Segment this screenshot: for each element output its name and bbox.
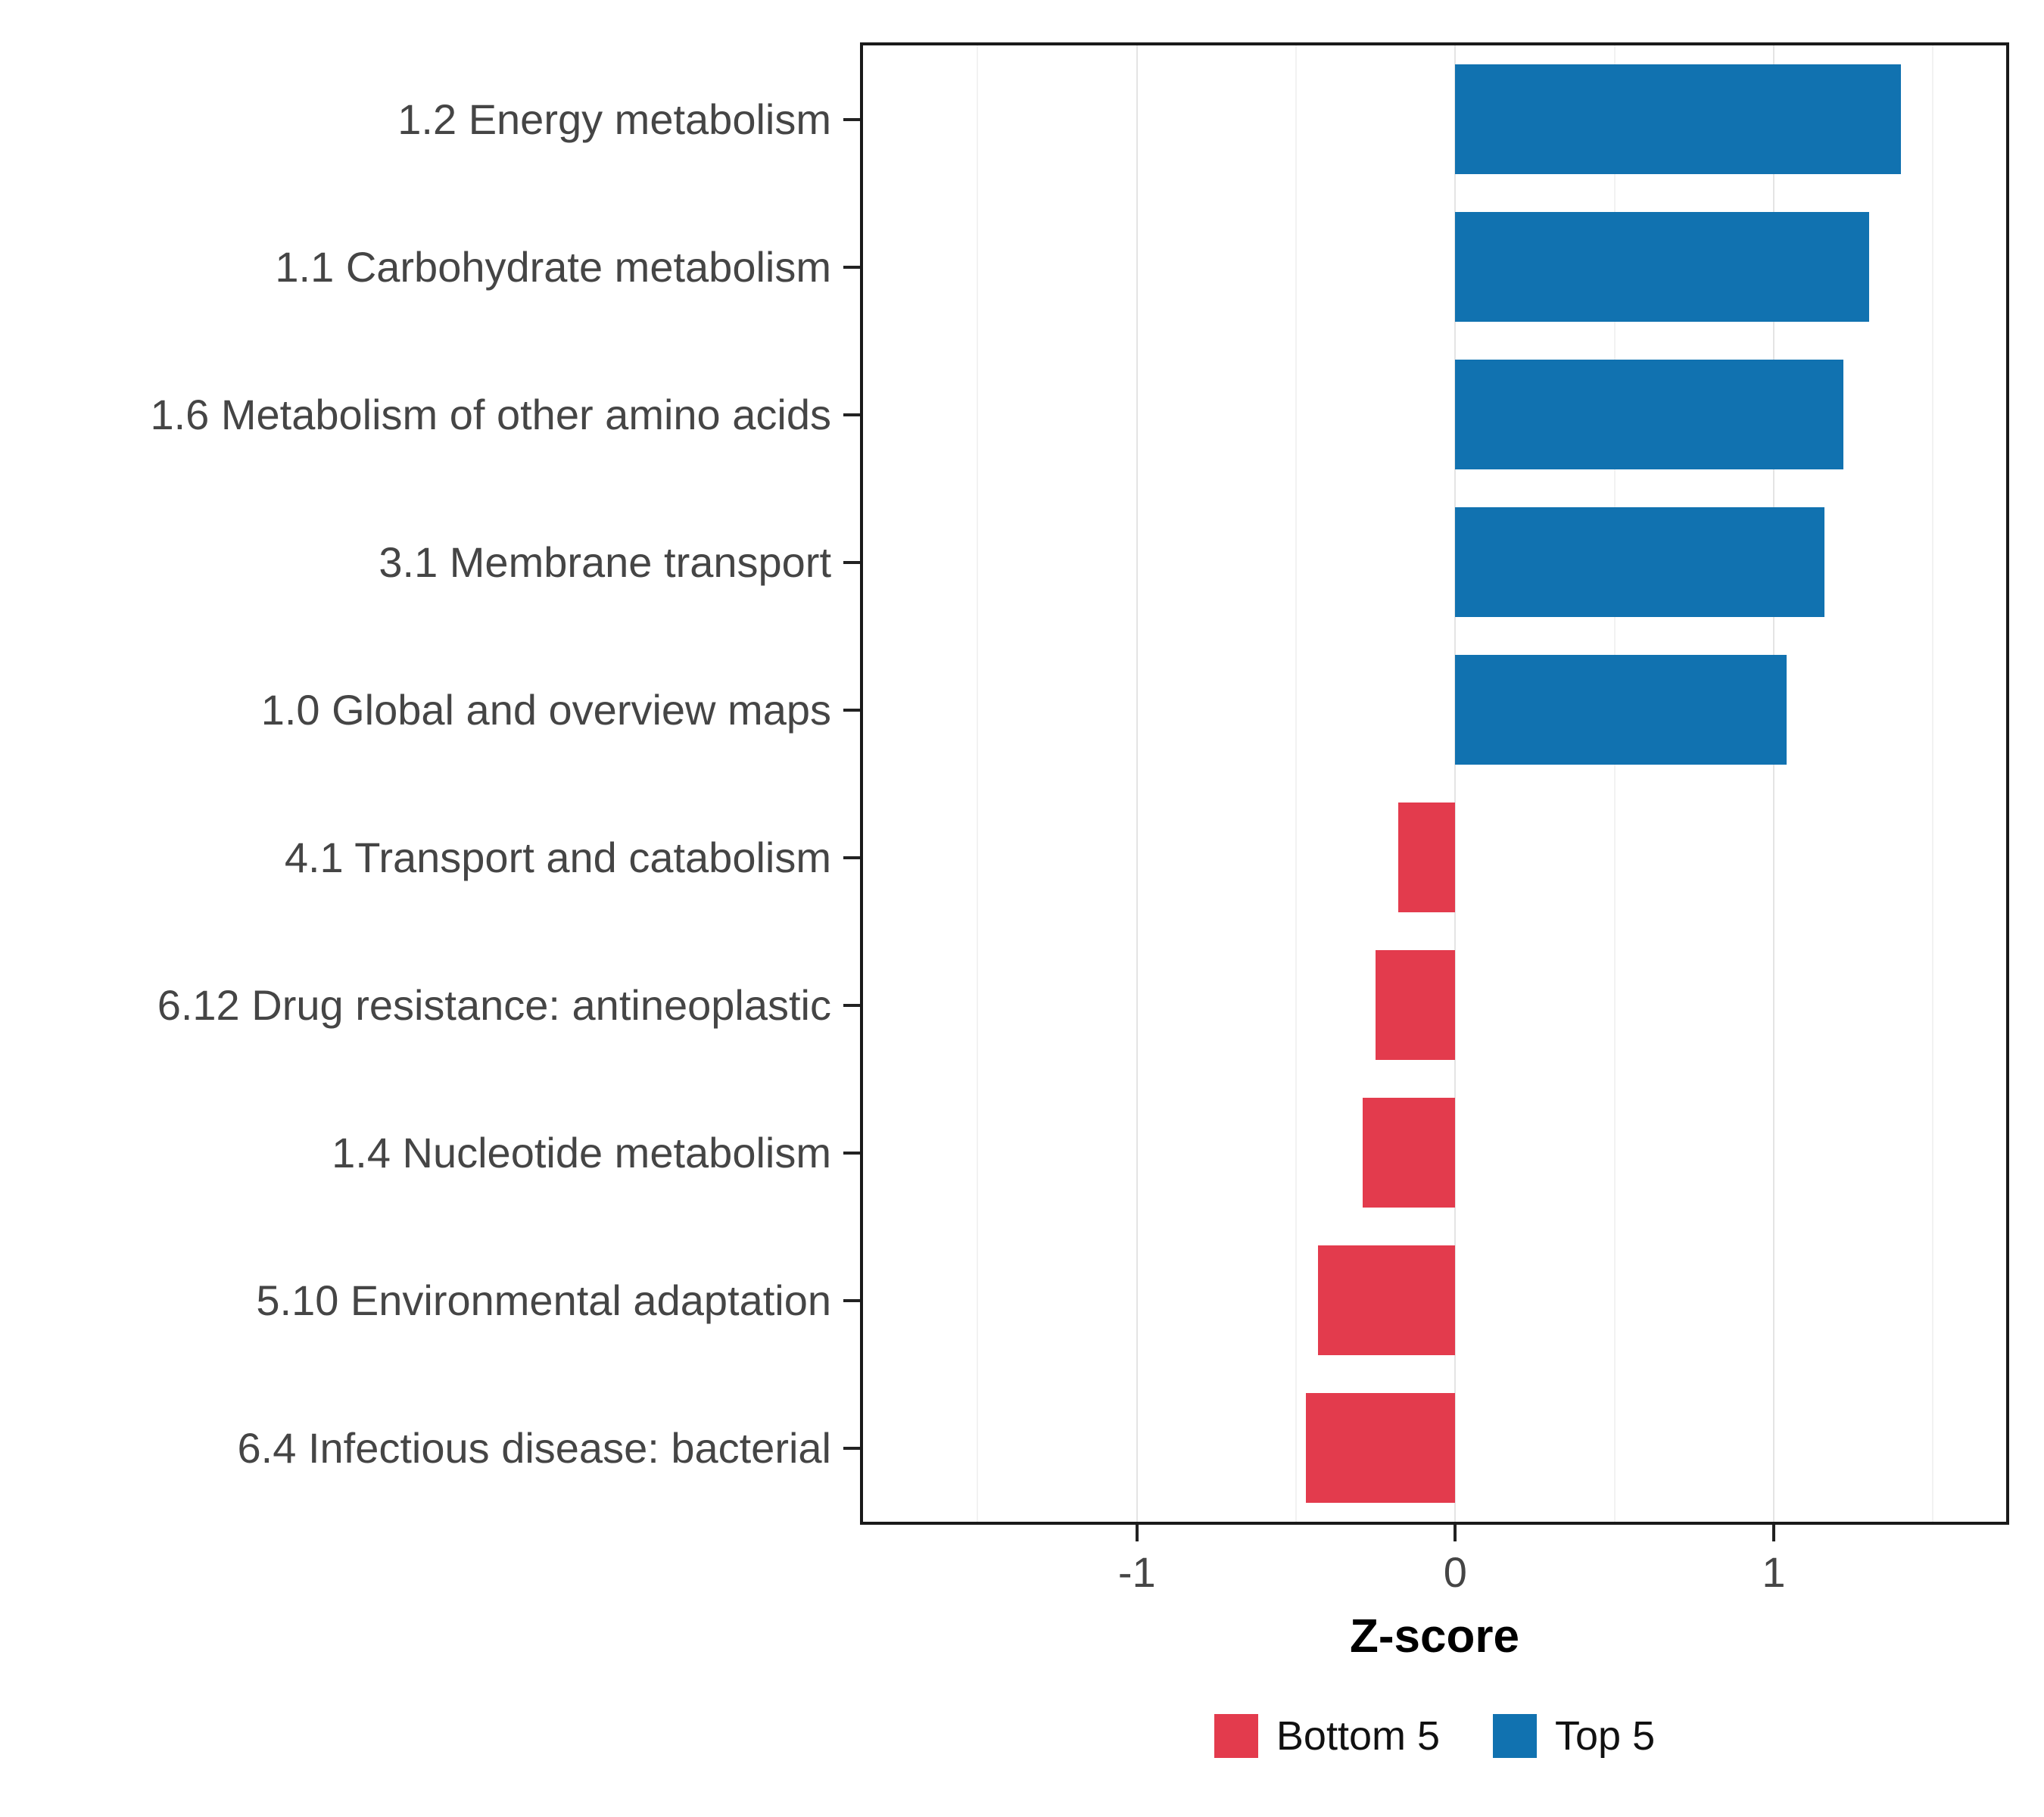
- minor-gridline: [1295, 45, 1298, 1522]
- y-tick-mark: [843, 1446, 860, 1450]
- x-tick-mark: [1135, 1525, 1139, 1541]
- chart-legend: Bottom 5 Top 5: [860, 1702, 2009, 1770]
- y-tick-mark: [843, 1003, 860, 1007]
- minor-gridline: [1613, 45, 1616, 1522]
- x-tick-label: 1: [1762, 1548, 1786, 1596]
- y-tick-mark: [843, 856, 860, 859]
- y-tick-mark: [843, 1298, 860, 1302]
- x-tick-mark: [1771, 1525, 1775, 1541]
- category-label: 1.0 Global and overview maps: [260, 685, 831, 734]
- x-axis-tick-labels: -1 0 1: [863, 1547, 2006, 1600]
- x-axis-tick-marks: [863, 1525, 2006, 1541]
- category-label: 1.4 Nucleotide metabolism: [332, 1128, 831, 1177]
- y-tick-mark: [843, 708, 860, 712]
- bar-positive: [1455, 655, 1787, 765]
- y-axis-tick-marks: [843, 45, 860, 1522]
- category-label: 1.6 Metabolism of other amino acids: [150, 390, 831, 438]
- y-axis-labels: 1.2 Energy metabolism 1.1 Carbohydrate me…: [0, 45, 837, 1522]
- bar-negative: [1376, 950, 1456, 1060]
- category-label: 4.1 Transport and catabolism: [284, 833, 831, 881]
- category-label: 1.2 Energy metabolism: [397, 95, 831, 143]
- bar-positive: [1455, 212, 1870, 322]
- legend-label: Bottom 5: [1276, 1713, 1440, 1759]
- bar-negative: [1397, 803, 1456, 912]
- x-tick-mark: [1454, 1525, 1457, 1541]
- y-tick-mark: [843, 117, 860, 121]
- category-label: 3.1 Membrane transport: [379, 538, 831, 586]
- y-tick-mark: [843, 413, 860, 416]
- x-tick-label: 0: [1443, 1548, 1467, 1596]
- y-tick-mark: [843, 265, 860, 269]
- category-label: 5.10 Environmental adaptation: [256, 1276, 831, 1324]
- legend-item: Bottom 5: [1214, 1713, 1440, 1759]
- bar-negative: [1318, 1245, 1456, 1355]
- category-label: 6.4 Infectious disease: bacterial: [237, 1423, 831, 1472]
- major-gridline: [1772, 45, 1774, 1522]
- x-axis-title: Z-score: [1350, 1610, 1519, 1663]
- bar-negative: [1305, 1393, 1456, 1503]
- legend-swatch-bottom-5: [1214, 1714, 1258, 1758]
- legend-label: Top 5: [1555, 1713, 1656, 1759]
- minor-gridline: [1932, 45, 1934, 1522]
- minor-gridline: [977, 45, 979, 1522]
- bar-positive: [1455, 64, 1902, 174]
- bar-positive: [1455, 507, 1825, 617]
- major-gridline: [1454, 45, 1457, 1522]
- category-label: 1.1 Carbohydrate metabolism: [275, 242, 831, 291]
- y-tick-mark: [843, 1151, 860, 1155]
- bar-negative: [1363, 1098, 1456, 1208]
- major-gridline: [1136, 45, 1138, 1522]
- x-tick-label: -1: [1117, 1548, 1156, 1596]
- category-label: 6.12 Drug resistance: antineoplastic: [157, 980, 831, 1029]
- plot-panel: [860, 42, 2009, 1525]
- legend-swatch-top-5: [1493, 1714, 1537, 1758]
- bar-positive: [1455, 360, 1844, 469]
- y-tick-mark: [843, 560, 860, 564]
- legend-item: Top 5: [1493, 1713, 1655, 1759]
